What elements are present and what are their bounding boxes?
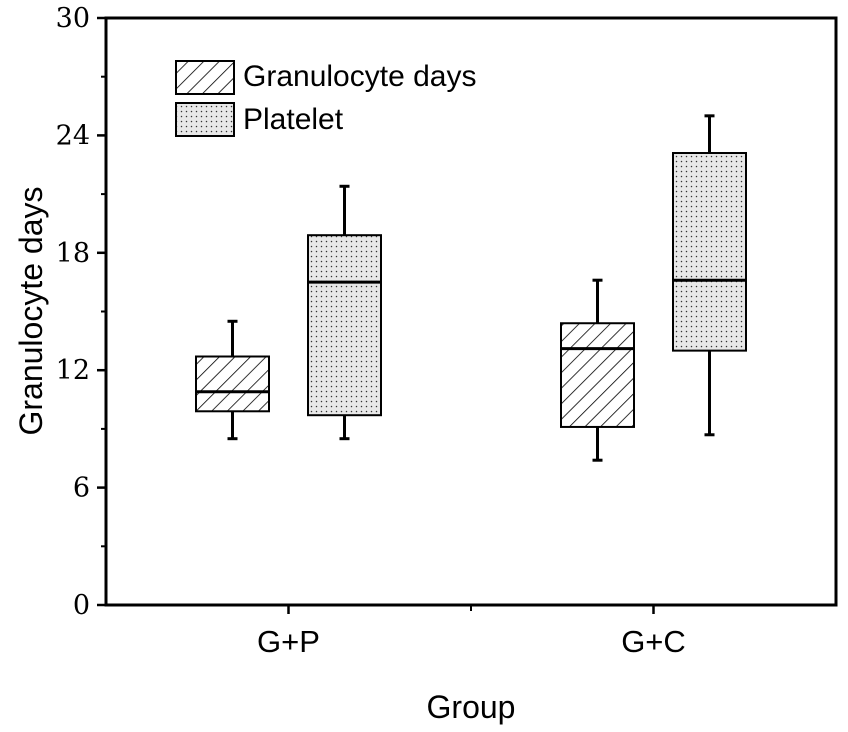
- boxes-layer: [195, 114, 747, 462]
- box-body: [307, 234, 382, 417]
- y-tick-label: 0: [73, 590, 90, 621]
- box-body: [195, 355, 270, 413]
- y-axis-title: Granulocyte days: [13, 186, 49, 435]
- box-body: [672, 152, 747, 352]
- legend: Granulocyte days Platelet: [175, 60, 476, 137]
- x-tick-label: G+P: [257, 624, 320, 659]
- x-tick-label: G+C: [621, 624, 686, 659]
- legend-label-platelet: Platelet: [243, 103, 344, 136]
- legend-swatch-platelet: [175, 102, 235, 137]
- y-tick-label: 6: [73, 473, 90, 504]
- box-body: [560, 322, 635, 428]
- x-axis-title: Group: [427, 689, 516, 725]
- y-tick-label: 12: [56, 355, 90, 386]
- x-axis: G+P G+C: [257, 605, 686, 659]
- y-tick-label: 30: [56, 3, 90, 34]
- y-axis: 0 6 12 18 24 30: [56, 3, 106, 621]
- legend-label-granulocyte: Granulocyte days: [243, 60, 476, 93]
- y-tick-label: 18: [56, 238, 90, 269]
- y-tick-label: 24: [56, 120, 90, 151]
- legend-swatch-granulocyte: [175, 60, 235, 95]
